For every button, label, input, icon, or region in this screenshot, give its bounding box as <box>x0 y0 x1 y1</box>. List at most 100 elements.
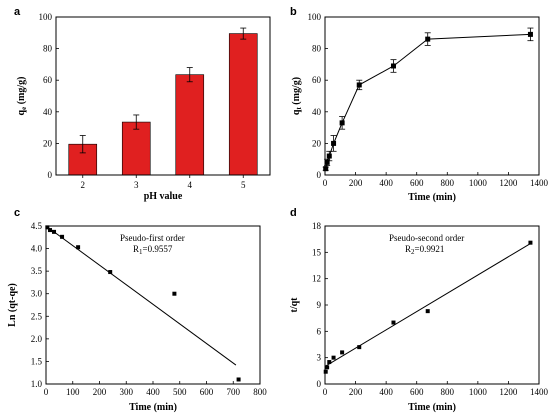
x-tick-label: 800 <box>441 387 455 397</box>
x-tick-label: 5 <box>241 180 246 190</box>
y-tick-label: 20 <box>43 138 53 148</box>
x-tick-label: 1400 <box>530 178 549 188</box>
x-tick-label: 200 <box>93 387 107 397</box>
data-point <box>236 377 241 382</box>
x-tick-label: 500 <box>173 387 187 397</box>
x-tick-label: 0 <box>44 387 49 397</box>
x-tick-label: 0 <box>323 387 328 397</box>
x-tick-label: 700 <box>227 387 241 397</box>
y-tick-label: 0 <box>317 170 322 180</box>
data-point <box>172 291 177 296</box>
y-tick-label: 0 <box>317 379 322 389</box>
x-tick-label: 300 <box>120 387 134 397</box>
y-tick-label: 3.0 <box>31 289 43 299</box>
x-tick-label: 1200 <box>499 387 518 397</box>
y-tick-label: 4.0 <box>31 244 43 254</box>
x-tick-label: 200 <box>349 178 363 188</box>
data-point <box>357 345 362 350</box>
data-point <box>76 245 81 250</box>
y-tick-label: 1.5 <box>31 356 43 366</box>
panel-label-c: c <box>14 207 20 219</box>
bar-ph-5 <box>228 33 258 176</box>
x-tick-label: 400 <box>379 387 393 397</box>
data-point <box>325 365 330 370</box>
panel-label-a: a <box>14 6 21 18</box>
fit-annotation-r-c: R1=0.9557 <box>133 244 173 256</box>
fit-annotation-r-d: R2=0.9921 <box>405 244 444 256</box>
data-point <box>323 369 328 374</box>
y-tick-label: 60 <box>43 75 53 85</box>
data-point <box>60 234 65 239</box>
y-tick-label: 15 <box>312 247 322 257</box>
y-tick-label: 80 <box>312 44 322 54</box>
y-tick-label: 40 <box>312 107 322 117</box>
series-line-qt <box>325 33 531 169</box>
x-axis-label-a: pH value <box>144 191 183 202</box>
data-point <box>326 153 332 159</box>
data-point <box>323 166 329 172</box>
x-tick-label: 100 <box>66 387 80 397</box>
x-tick-label: 1000 <box>469 178 488 188</box>
panel-d: d 0 3 6 9 12 15 18 0 200 400 600 800 1000 1200 1400 Ps… <box>289 207 549 413</box>
y-tick-label: 9 <box>317 300 322 310</box>
x-tick-label: 1200 <box>499 178 518 188</box>
x-tick-label: 200 <box>349 387 363 397</box>
fit-annotation-title-d: Pseudo-second order <box>389 233 464 243</box>
y-axis-label-c: Ln (qt-qe) <box>7 283 18 327</box>
y-tick-label: 100 <box>308 12 322 22</box>
y-tick-label: 60 <box>312 75 322 85</box>
x-tick-label: 400 <box>146 387 160 397</box>
data-point <box>425 309 430 314</box>
x-tick-label: 600 <box>410 387 424 397</box>
data-point <box>108 270 113 275</box>
fit-line <box>45 225 237 366</box>
y-tick-label: 12 <box>312 274 321 284</box>
plot-frame-d <box>324 225 540 385</box>
data-point <box>327 360 332 365</box>
x-tick-label: 4 <box>188 180 193 190</box>
y-axis-label-d: t/qt <box>289 297 300 313</box>
data-point <box>390 63 396 69</box>
data-point <box>340 350 345 355</box>
y-tick-label: 18 <box>312 221 322 231</box>
x-tick-label: 1000 <box>469 387 488 397</box>
y-tick-label: 100 <box>39 12 53 22</box>
data-point <box>356 82 362 88</box>
x-tick-label: 0 <box>323 178 328 188</box>
plot-frame-a <box>55 16 271 176</box>
fit-annotation-title-c: Pseudo-first order <box>120 233 185 243</box>
y-tick-label: 1.0 <box>31 379 43 389</box>
data-point <box>527 31 533 37</box>
y-tick-label: 80 <box>43 44 53 54</box>
data-point <box>48 228 53 233</box>
data-point <box>324 159 330 165</box>
data-point <box>528 240 533 245</box>
y-axis-label-a: qe (mg/g) <box>16 77 28 116</box>
y-axis-label-b: qt (mg/g) <box>291 77 303 115</box>
x-axis-label-c: Time (min) <box>129 402 177 413</box>
data-point <box>391 320 396 325</box>
data-point <box>331 355 336 360</box>
data-point <box>52 229 57 234</box>
y-tick-label: 3 <box>317 353 322 363</box>
y-tick-label: 2.5 <box>31 311 43 321</box>
data-point <box>425 36 431 42</box>
fit-line <box>324 243 531 367</box>
panel-a: a 0 20 40 60 80 100 2 3 4 5 pH value qe (mg/g) <box>14 6 271 202</box>
y-tick-label: 3.5 <box>31 266 43 276</box>
y-tick-label: 2.0 <box>31 334 43 344</box>
data-point <box>45 225 50 230</box>
panel-c: c 1.0 1.5 2.0 2.5 3.0 3.5 4.0 4.5 0 100 200 300 400 5… <box>7 207 267 413</box>
y-tick-label: 4.5 <box>31 221 43 231</box>
x-tick-label: 800 <box>253 387 267 397</box>
panel-label-d: d <box>290 207 297 219</box>
x-tick-label: 800 <box>441 178 455 188</box>
y-tick-label: 6 <box>317 326 322 336</box>
data-point <box>339 120 345 126</box>
plot-frame-b <box>324 16 540 176</box>
x-tick-label: 600 <box>200 387 214 397</box>
x-tick-label: 2 <box>81 180 86 190</box>
x-axis-label-d: Time (min) <box>408 402 456 413</box>
x-tick-label: 1400 <box>530 387 549 397</box>
x-tick-label: 400 <box>379 178 393 188</box>
